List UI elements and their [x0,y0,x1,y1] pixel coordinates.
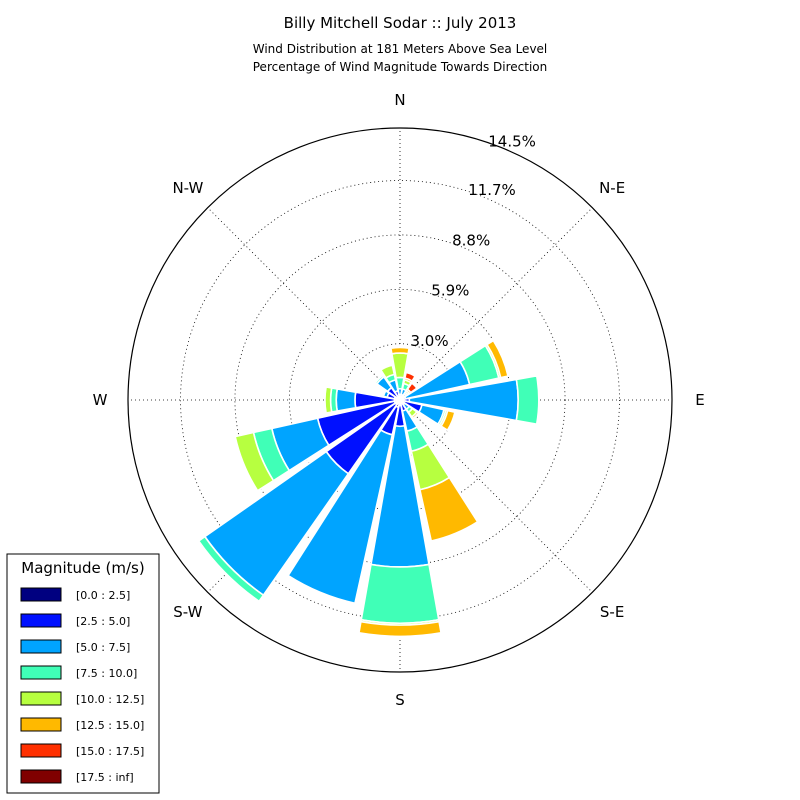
legend-label: [2.5 : 5.0] [76,615,130,628]
ring-label: 8.8% [452,231,490,249]
rose-bar-segment [324,386,333,414]
legend-label: [5.0 : 7.5] [76,641,130,654]
rose-bar-segment [419,476,479,542]
rose-bar-segment [360,563,440,624]
rose-bar-segment [515,375,540,425]
grid-spoke [399,399,593,593]
legend-swatch [20,743,62,758]
legend-label: [10.0 : 12.5] [76,693,144,706]
direction-label: S [395,691,405,709]
legend-label: [15.0 : 17.5] [76,745,144,758]
rose-bar-segment [486,339,509,379]
legend-label: [12.5 : 15.0] [76,719,144,732]
legend: Magnitude (m/s) [0.0 : 2.5] [2.5 : 5.0] [5.… [6,553,160,794]
rose-plot-area: 3.0% 5.9% 8.8% 11.7% 14.5% N N-E E S-E S S-W W N-W [93,91,705,709]
rose-bar-segment [358,620,442,638]
grid-ring [234,234,566,566]
rose-bar-segment [197,535,265,603]
direction-label: S-W [173,603,202,621]
rose-bar-segment [335,388,357,412]
rose-bar-segment [380,364,396,379]
chart-subtitle-line-1: Wind Distribution at 181 Meters Above Se… [253,42,548,56]
ring-label: 3.0% [410,332,448,350]
rose-bar-segment [234,431,275,492]
legend-swatch [20,639,62,654]
direction-label: E [695,391,704,409]
ring-label: 14.5% [488,133,536,151]
legend-swatch [20,769,62,784]
legend-label: [7.5 : 10.0] [76,667,137,680]
legend-swatch [20,587,62,602]
legend-swatch [20,665,62,680]
rose-bar-segment [390,346,410,355]
grid-spoke [399,207,593,401]
legend-title: Magnitude (m/s) [21,559,144,577]
legend-label: [17.5 : inf] [76,771,134,784]
legend-swatch [20,691,62,706]
direction-label: N-E [599,179,625,197]
rose-bar-segment [411,411,420,420]
ring-label: 5.9% [431,282,469,300]
legend-swatch [20,717,62,732]
direction-label: N-W [172,179,203,197]
chart-title: Billy Mitchell Sodar :: July 2013 [284,14,517,32]
direction-label: S-E [600,603,624,621]
legend-swatch [20,613,62,628]
polar-outer-circle [127,127,673,673]
rose-bar-segment [440,409,456,432]
chart-subtitle-line-2: Percentage of Wind Magnitude Towards Dir… [253,60,547,74]
grid-spoke [207,207,401,401]
ring-label: 11.7% [468,181,516,199]
rose-bar-segment [406,382,418,394]
rose-bar-segment [374,374,385,385]
rose-bar-segment [287,429,394,605]
rose-bar-segment [404,371,416,382]
direction-label: N [394,91,405,109]
legend-label: [0.0 : 2.5] [76,589,130,602]
direction-label: W [93,391,108,409]
